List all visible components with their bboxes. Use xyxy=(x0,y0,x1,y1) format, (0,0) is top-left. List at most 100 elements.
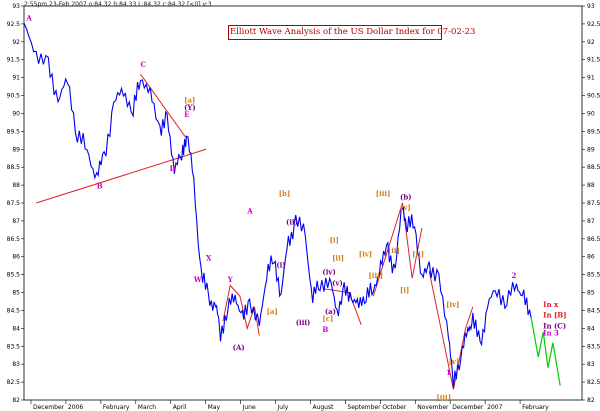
y-tick-label-left: 85 xyxy=(12,290,20,297)
y-tick-label-left: 84.5 xyxy=(7,307,21,314)
y-tick-label-right: 87 xyxy=(587,218,595,225)
wave-label: C xyxy=(140,60,146,69)
wave-label: [a] xyxy=(184,96,195,105)
x-tick-label: December xyxy=(33,404,65,411)
wave-label: [iv] xyxy=(446,300,459,309)
y-tick-label-left: 86.5 xyxy=(7,236,21,243)
y-tick-label-left: 85.5 xyxy=(7,272,21,279)
y-tick-label-right: 90.5 xyxy=(587,93,600,100)
y-tick-label-right: 82.5 xyxy=(587,379,600,386)
trendline xyxy=(140,73,187,139)
y-tick-label-right: 84.5 xyxy=(587,307,600,314)
wave-label: (Y) xyxy=(184,103,196,112)
trendline xyxy=(428,270,474,390)
chart-header-stamp: 2:55pm 23-Feb 2007 o:84.32 h:84.33 L:84.… xyxy=(24,1,212,8)
trendline xyxy=(35,148,207,204)
wave-label: [ii] xyxy=(412,250,424,259)
y-tick-label-left: 91.5 xyxy=(7,57,21,64)
x-tick-label: February xyxy=(522,404,549,411)
wave-label: In (C) xyxy=(543,321,566,330)
wave-label: In x xyxy=(543,300,559,309)
y-tick-label-right: 88.5 xyxy=(587,164,600,171)
y-tick-label-right: 89 xyxy=(587,146,595,153)
wave-label: [iii] xyxy=(369,271,384,280)
wave-label: (iii) xyxy=(296,318,311,327)
wave-label: [i] xyxy=(330,235,339,244)
y-tick-label-right: 89.5 xyxy=(587,128,600,135)
plot-frame xyxy=(23,5,583,401)
wave-label: [iii] xyxy=(436,393,451,402)
y-tick-label-left: 83 xyxy=(12,361,20,368)
wave-label: Y xyxy=(227,275,234,284)
wave-label: [iii] xyxy=(376,189,391,198)
x-tick-label: 2006 xyxy=(68,404,83,411)
y-tick-label-left: 82.5 xyxy=(7,379,21,386)
x-tick-label: October xyxy=(382,404,407,411)
y-tick-label-left: 83.5 xyxy=(7,343,21,350)
y-tick-label-left: 92 xyxy=(12,39,20,46)
y-tick-label-right: 91.5 xyxy=(587,57,600,64)
y-tick-label-right: 92 xyxy=(587,39,595,46)
wave-label: (ii) xyxy=(286,217,298,226)
x-tick-label: November xyxy=(417,404,449,411)
wave-label: (i) xyxy=(276,260,285,269)
y-tick-label-right: 93 xyxy=(587,3,595,10)
wave-label: (b) xyxy=(400,192,412,201)
wave-label: (iv) xyxy=(322,268,335,277)
y-tick-label-left: 90 xyxy=(12,110,20,117)
y-tick-label-left: 90.5 xyxy=(7,93,21,100)
y-tick-label-right: 86 xyxy=(587,254,595,261)
y-tick-label-right: 84 xyxy=(587,325,595,332)
wave-label: [i] xyxy=(400,286,409,295)
wave-label: B xyxy=(322,325,328,334)
wave-label: [c] xyxy=(322,314,333,323)
wave-label: (a) xyxy=(325,307,336,316)
x-tick-label: December xyxy=(452,404,484,411)
wave-label: X xyxy=(206,253,212,262)
y-tick-label-right: 88 xyxy=(587,182,595,189)
y-tick-label-right: 91 xyxy=(587,75,595,82)
x-tick-label: 2007 xyxy=(487,404,502,411)
wave-label: 2 xyxy=(512,271,517,280)
wave-label: [ii] xyxy=(388,246,400,255)
y-tick-label-left: 87.5 xyxy=(7,200,21,207)
wave-label: [v] xyxy=(400,203,411,212)
y-tick-label-right: 83.5 xyxy=(587,343,600,350)
wave-label: A xyxy=(25,13,32,22)
y-tick-label-right: 85.5 xyxy=(587,272,600,279)
wave-label: [b] xyxy=(279,189,291,198)
price-series xyxy=(23,22,532,389)
x-tick-label: July xyxy=(277,404,289,411)
x-tick-label: April xyxy=(173,404,187,411)
wave-label: [ii] xyxy=(332,253,344,262)
wave-label: A xyxy=(246,207,253,216)
y-tick-label-right: 90 xyxy=(587,110,595,117)
y-tick-label-right: 86.5 xyxy=(587,236,600,243)
y-tick-label-left: 93 xyxy=(12,3,20,10)
wave-label: (v) xyxy=(332,278,343,287)
x-tick-label: March xyxy=(138,404,156,411)
y-tick-label-right: 85 xyxy=(587,290,595,297)
y-tick-label-right: 83 xyxy=(587,361,595,368)
wave-label: [v] xyxy=(449,357,460,366)
wave-label: (A) xyxy=(233,343,245,352)
x-tick-label: September xyxy=(347,404,381,411)
trendline xyxy=(222,284,260,336)
y-tick-label-right: 87.5 xyxy=(587,200,600,207)
wave-label: B xyxy=(97,182,103,191)
wave-label: [a] xyxy=(267,307,278,316)
y-tick-label-right: 82 xyxy=(587,397,595,404)
wave-label: [iv] xyxy=(359,250,372,259)
wave-label: E xyxy=(184,110,189,119)
y-tick-label-left: 84 xyxy=(12,325,20,332)
y-tick-label-left: 88 xyxy=(12,182,20,189)
chart-title-box xyxy=(228,25,442,40)
x-tick-label: June xyxy=(242,404,256,411)
y-tick-label-left: 82 xyxy=(12,397,20,404)
y-tick-label-left: 91 xyxy=(12,75,20,82)
wave-label: 1 xyxy=(446,368,451,377)
y-tick-label-left: 89.5 xyxy=(7,128,21,135)
wave-label: D xyxy=(170,164,176,173)
y-tick-label-left: 88.5 xyxy=(7,164,21,171)
